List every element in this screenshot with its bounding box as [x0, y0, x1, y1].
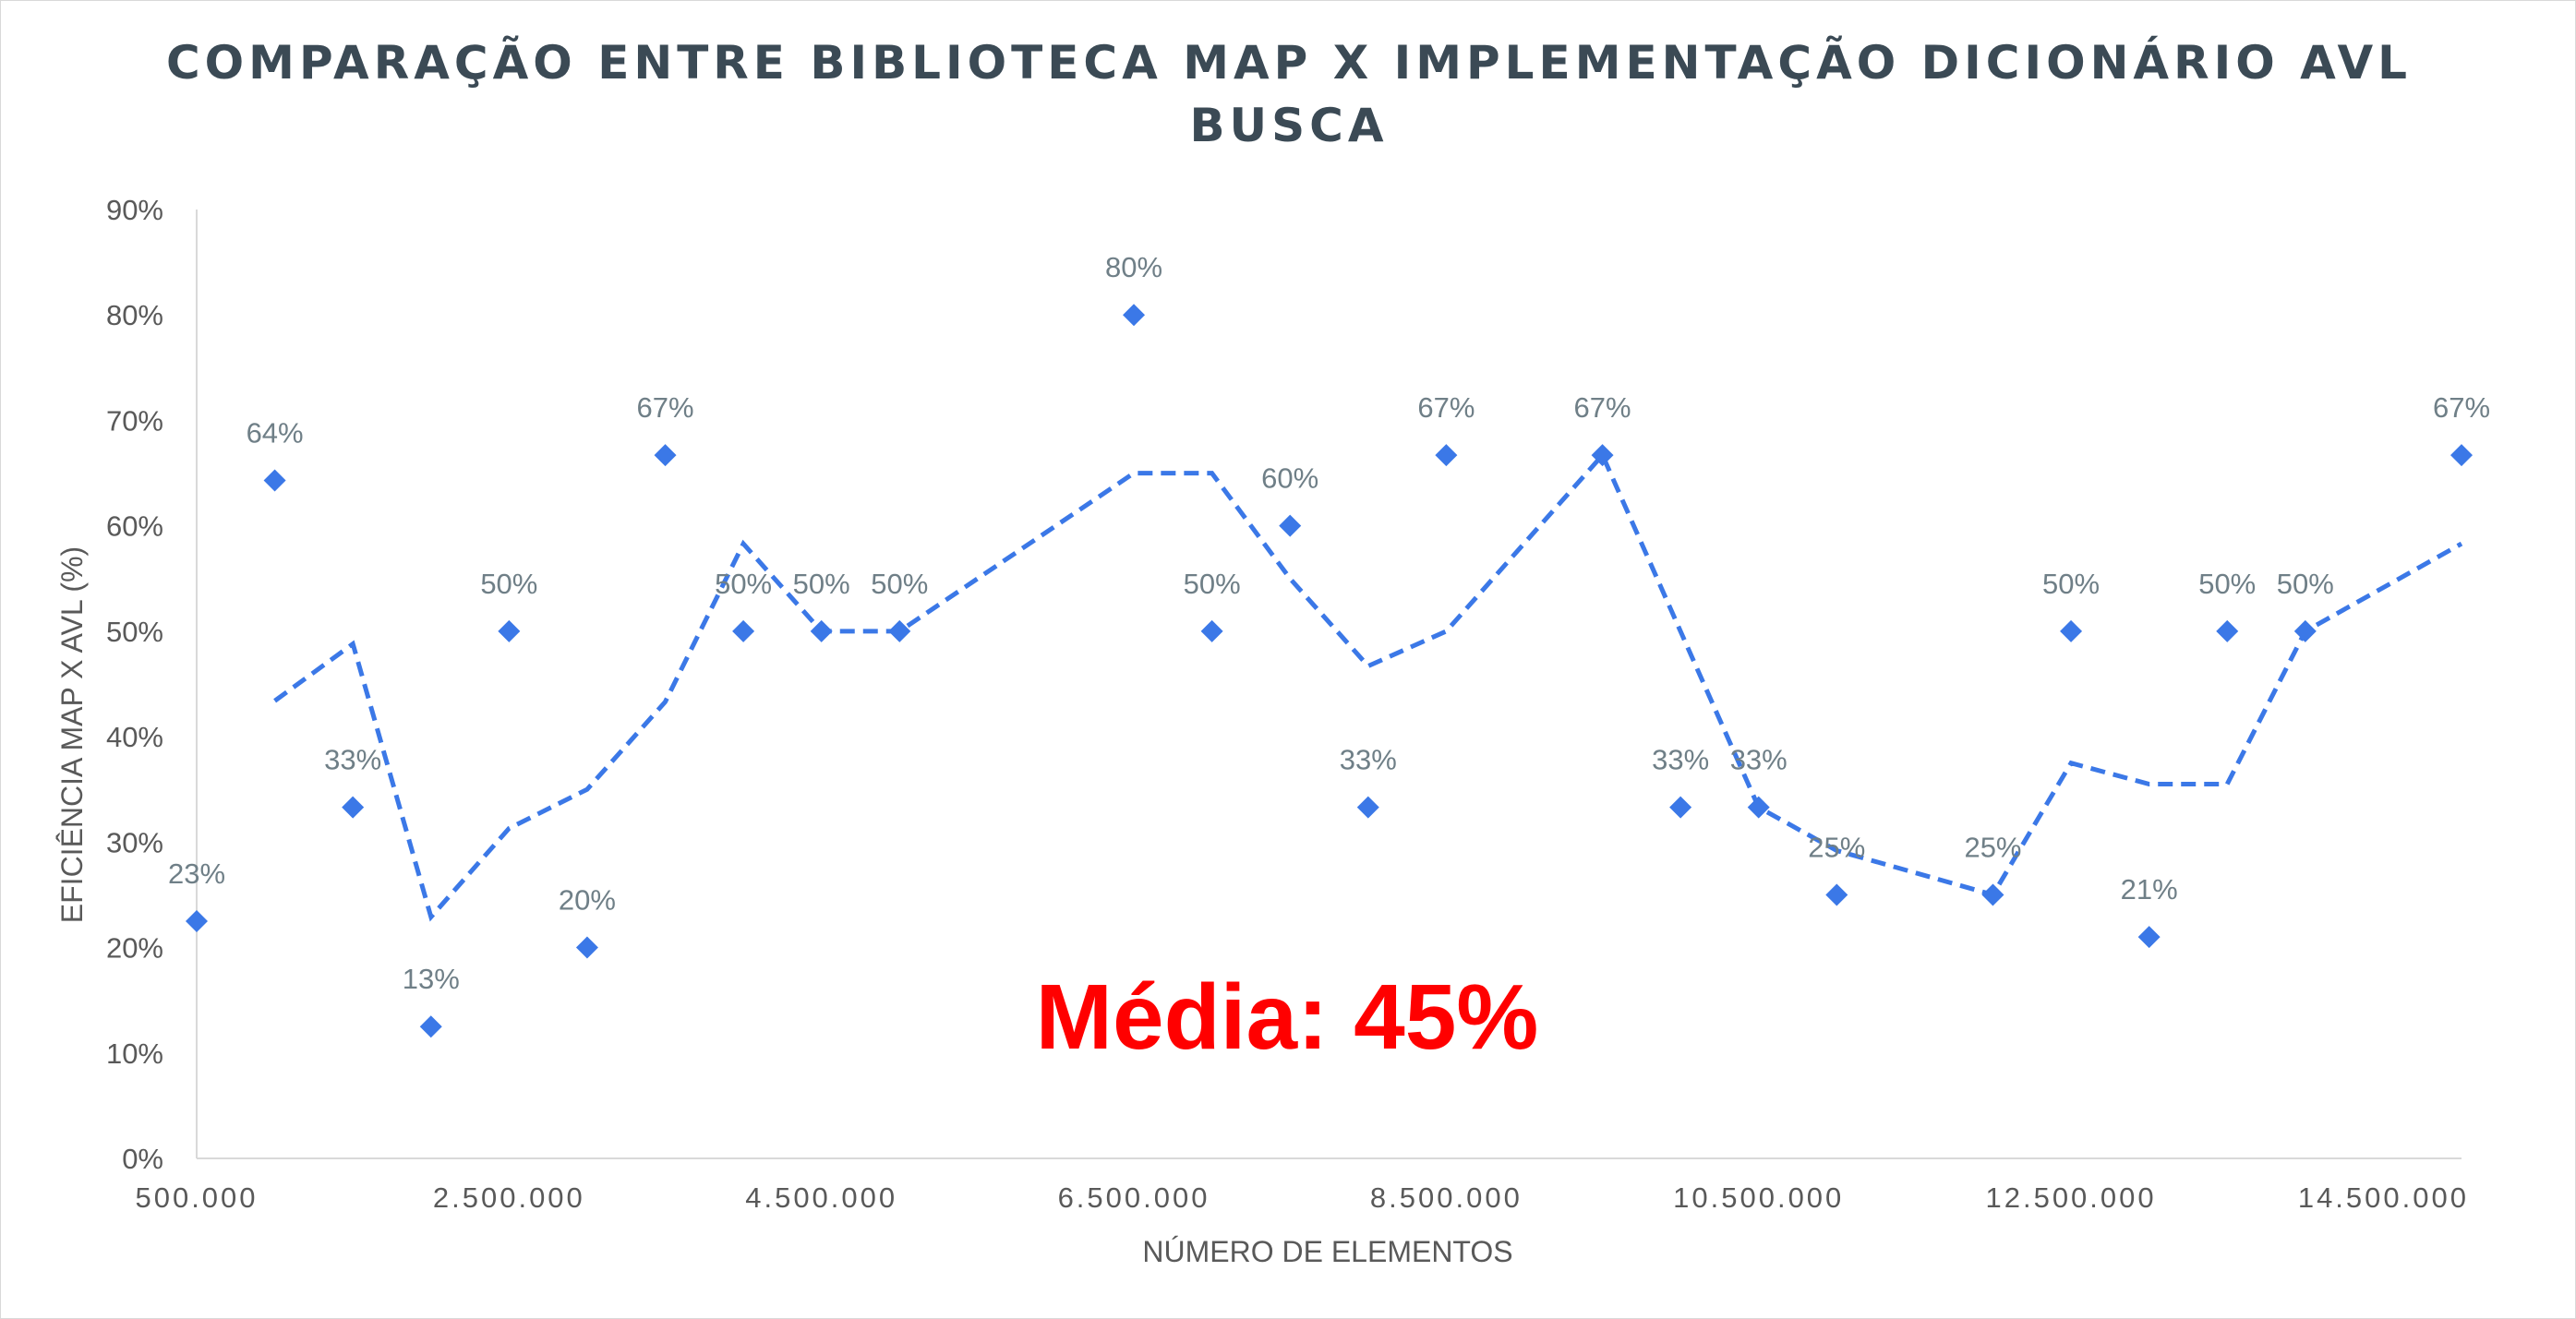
x-tick-label: 12.500.000 — [1985, 1181, 2156, 1214]
data-point — [1200, 619, 1223, 642]
data-point — [498, 619, 521, 642]
data-label: 67% — [1574, 391, 1631, 424]
data-label: 20% — [559, 884, 616, 917]
data-point — [575, 936, 598, 959]
data-label: 33% — [1340, 744, 1397, 776]
chart-title-line-1: COMPARAÇÃO ENTRE BIBLIOTECA MAP X IMPLEM… — [165, 36, 2413, 90]
data-label: 64% — [247, 417, 304, 450]
data-label: 23% — [168, 857, 225, 890]
data-point — [2216, 619, 2239, 642]
x-tick-label: 14.500.000 — [2298, 1181, 2469, 1214]
data-label: 67% — [636, 391, 693, 424]
data-label: 50% — [2198, 568, 2256, 600]
data-point — [732, 619, 755, 642]
data-point — [1669, 796, 1692, 819]
data-point — [1981, 883, 2004, 906]
data-point — [1123, 304, 1146, 327]
y-tick-label: 80% — [106, 299, 163, 331]
data-point — [263, 469, 286, 492]
x-axis-title: NÚMERO DE ELEMENTOS — [1142, 1235, 1512, 1268]
data-point — [888, 619, 911, 642]
x-tick-label: 2.500.000 — [433, 1181, 585, 1214]
data-label: 33% — [1652, 744, 1709, 776]
data-label: 50% — [715, 568, 772, 600]
x-tick-label: 4.500.000 — [745, 1181, 897, 1214]
data-point — [2293, 619, 2317, 642]
x-tick-label: 8.500.000 — [1370, 1181, 1523, 1214]
data-label: 25% — [1808, 831, 1865, 863]
x-tick-label: 10.500.000 — [1673, 1181, 1844, 1214]
data-point — [1279, 514, 1302, 537]
data-label: 33% — [324, 744, 381, 776]
data-label: 50% — [1184, 568, 1241, 600]
y-tick-label: 90% — [106, 194, 163, 226]
data-label: 60% — [1261, 462, 1318, 495]
data-label: 50% — [793, 568, 850, 600]
data-point — [1356, 796, 1379, 819]
data-label: 50% — [871, 568, 928, 600]
y-tick-label: 60% — [106, 510, 163, 543]
y-tick-label: 20% — [106, 932, 163, 965]
x-tick-label: 500.000 — [135, 1181, 258, 1214]
data-point — [1435, 444, 1458, 467]
data-label: 21% — [2121, 873, 2178, 905]
trendline — [273, 450, 2463, 922]
data-label: 67% — [2433, 391, 2490, 424]
data-point — [342, 796, 365, 819]
data-label: 80% — [1105, 251, 1162, 283]
y-tick-label: 40% — [106, 721, 163, 753]
y-tick-label: 30% — [106, 826, 163, 858]
data-label: 25% — [1964, 831, 2021, 863]
data-point — [654, 444, 677, 467]
data-point — [2060, 619, 2083, 642]
y-tick-label: 50% — [106, 616, 163, 648]
y-tick-label: 10% — [106, 1037, 163, 1070]
data-point — [2137, 926, 2161, 949]
data-point — [2450, 444, 2473, 467]
data-label: 33% — [1730, 744, 1788, 776]
data-label: 13% — [403, 963, 460, 995]
data-point — [810, 619, 833, 642]
data-point — [186, 910, 208, 932]
data-point — [1825, 883, 1848, 906]
data-point — [1747, 796, 1770, 819]
y-axis-title: EFICIÊNCIA MAP X AVL (%) — [55, 546, 89, 923]
y-tick-label: 0% — [122, 1143, 163, 1175]
data-label: 67% — [1417, 391, 1475, 424]
y-tick-label: 70% — [106, 404, 163, 437]
x-tick-label: 6.500.000 — [1058, 1181, 1210, 1214]
data-label: 50% — [2277, 568, 2334, 600]
data-point — [419, 1015, 442, 1038]
data-point — [1591, 444, 1614, 467]
data-label: 50% — [480, 568, 537, 600]
average-annotation: Média: 45% — [1036, 965, 1539, 1069]
chart-title-line-2: BUSCA — [1189, 99, 1389, 152]
data-label: 50% — [2042, 568, 2100, 600]
